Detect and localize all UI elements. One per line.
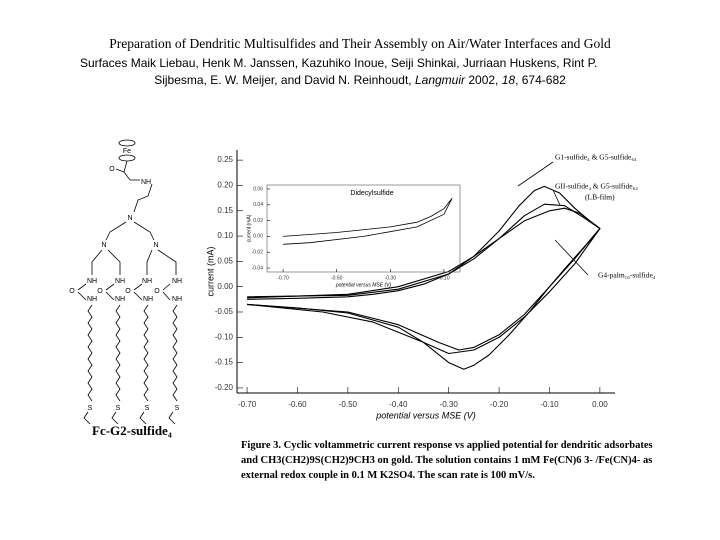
curve-annotation: G4-palm₁₆-sulfide₄ <box>598 271 656 280</box>
x-tick-label: -0.70 <box>277 275 289 281</box>
y-axis-label: current (mA) <box>205 246 215 296</box>
y-tick-label: -0.15 <box>215 358 234 367</box>
x-tick-label: -0.40 <box>389 400 408 409</box>
atom-label: S <box>145 405 150 412</box>
y-tick-label: 0.06 <box>253 186 263 192</box>
authors-line-1: Surfaces Maik Liebau, Henk M. Janssen, K… <box>80 56 597 70</box>
x-tick-label: -0.30 <box>440 400 459 409</box>
cv-curve <box>247 185 601 370</box>
y-tick-label: 0.02 <box>253 218 263 224</box>
atom-label: Fe <box>123 148 131 155</box>
curve-annotation: G1-sulfide₄ & G5-sulfide₆₄ <box>555 153 637 162</box>
y-tick-label: -0.10 <box>215 332 234 341</box>
y-axis-label: current (mA) <box>246 214 252 242</box>
atom-label: O <box>154 288 160 295</box>
x-tick-label: -0.60 <box>288 400 307 409</box>
y-tick-label: -0.04 <box>252 265 264 271</box>
figure-caption: Figure 3. Cyclic voltammetric current re… <box>241 440 653 481</box>
x-axis-label: potential versus MSE (V) <box>335 282 392 288</box>
atom-label: N <box>101 242 106 249</box>
x-axis-label: potential versus MSE (V) <box>375 410 476 420</box>
atom-label: NH <box>143 296 153 303</box>
atom-label: NH <box>172 278 182 285</box>
curve-annotation: (LB-film) <box>585 193 615 202</box>
x-tick-label: 0.00 <box>592 400 608 409</box>
atom-label: N <box>153 242 158 249</box>
atom-label: S <box>88 405 93 412</box>
x-tick-label: -0.10 <box>540 400 559 409</box>
x-tick-label: -0.70 <box>238 400 257 409</box>
atom-label: NH <box>172 296 182 303</box>
atom-label: NH <box>87 278 97 285</box>
atom-label: O <box>109 166 115 173</box>
atom-label: NH <box>142 278 152 285</box>
y-tick-label: -0.05 <box>215 307 234 316</box>
y-tick-label: 0.20 <box>217 181 233 190</box>
atom-label: O <box>125 288 131 295</box>
atom-label: NH <box>141 179 151 186</box>
x-tick-label: -0.20 <box>490 400 509 409</box>
x-tick-label: -0.50 <box>331 275 343 281</box>
authors: Sijbesma, E. W. Meijer, and David N. Rei… <box>154 73 415 87</box>
y-tick-label: 0.04 <box>253 202 263 208</box>
x-tick-label: -0.50 <box>339 400 358 409</box>
y-tick-label: -0.20 <box>215 383 234 392</box>
plot-frame <box>266 184 461 273</box>
cv-curve <box>247 203 601 351</box>
y-tick-label: 0.15 <box>217 206 233 215</box>
volume: 18 <box>502 73 516 87</box>
curve-annotation: GII-sulfide₄ & G5-sulfide₆₄ <box>555 182 638 191</box>
title: Preparation of Dendritic Multisulfides a… <box>109 36 611 51</box>
atom-label: O <box>97 288 103 295</box>
title-end: Surfaces <box>80 56 127 70</box>
inset-title: Didecylsulfide <box>350 190 393 197</box>
cv-curve <box>283 197 453 245</box>
y-tick-label: 0.00 <box>253 234 263 240</box>
y-tick-label: -0.02 <box>252 250 264 256</box>
y-tick-label: 0.00 <box>217 282 233 291</box>
y-tick-label: 0.05 <box>217 256 233 265</box>
y-tick-label: 0.25 <box>217 155 233 164</box>
cv-curve <box>247 207 601 355</box>
molecule-bonds <box>77 139 178 425</box>
x-tick-label: -0.10 <box>438 275 450 281</box>
atom-label: O <box>69 288 75 295</box>
atom-label: NH <box>87 296 97 303</box>
authors-line-2: Sijbesma, E. W. Meijer, and David N. Rei… <box>154 73 566 87</box>
year: 2002, <box>465 73 502 87</box>
pages: , 674-682 <box>515 73 566 87</box>
x-tick-label: -0.30 <box>385 275 397 281</box>
atom-label: NH <box>115 296 125 303</box>
atom-label: S <box>116 405 121 412</box>
y-tick-label: 0.10 <box>217 231 233 240</box>
journal: Langmuir <box>415 73 466 87</box>
atom-label: N <box>127 215 132 222</box>
authors: Maik Liebau, Henk M. Janssen, Kazuhiko I… <box>131 56 598 70</box>
atom-label: NH <box>115 278 125 285</box>
molecule-name: Fc-G2-sulfide₄ <box>92 423 172 438</box>
annotation-arrows <box>517 161 589 276</box>
atom-label: S <box>175 405 180 412</box>
